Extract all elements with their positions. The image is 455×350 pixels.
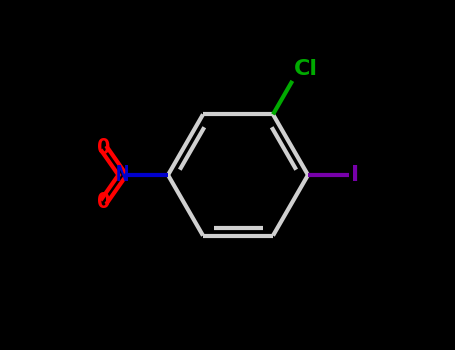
Text: O: O bbox=[97, 138, 110, 158]
Text: Cl: Cl bbox=[294, 59, 318, 79]
Text: I: I bbox=[351, 165, 359, 185]
Text: O: O bbox=[97, 192, 110, 212]
Text: N: N bbox=[116, 165, 129, 185]
